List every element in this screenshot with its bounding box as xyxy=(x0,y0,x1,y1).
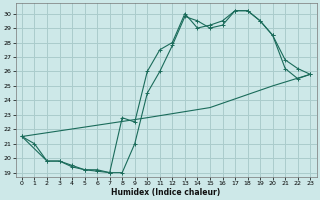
X-axis label: Humidex (Indice chaleur): Humidex (Indice chaleur) xyxy=(111,188,221,197)
